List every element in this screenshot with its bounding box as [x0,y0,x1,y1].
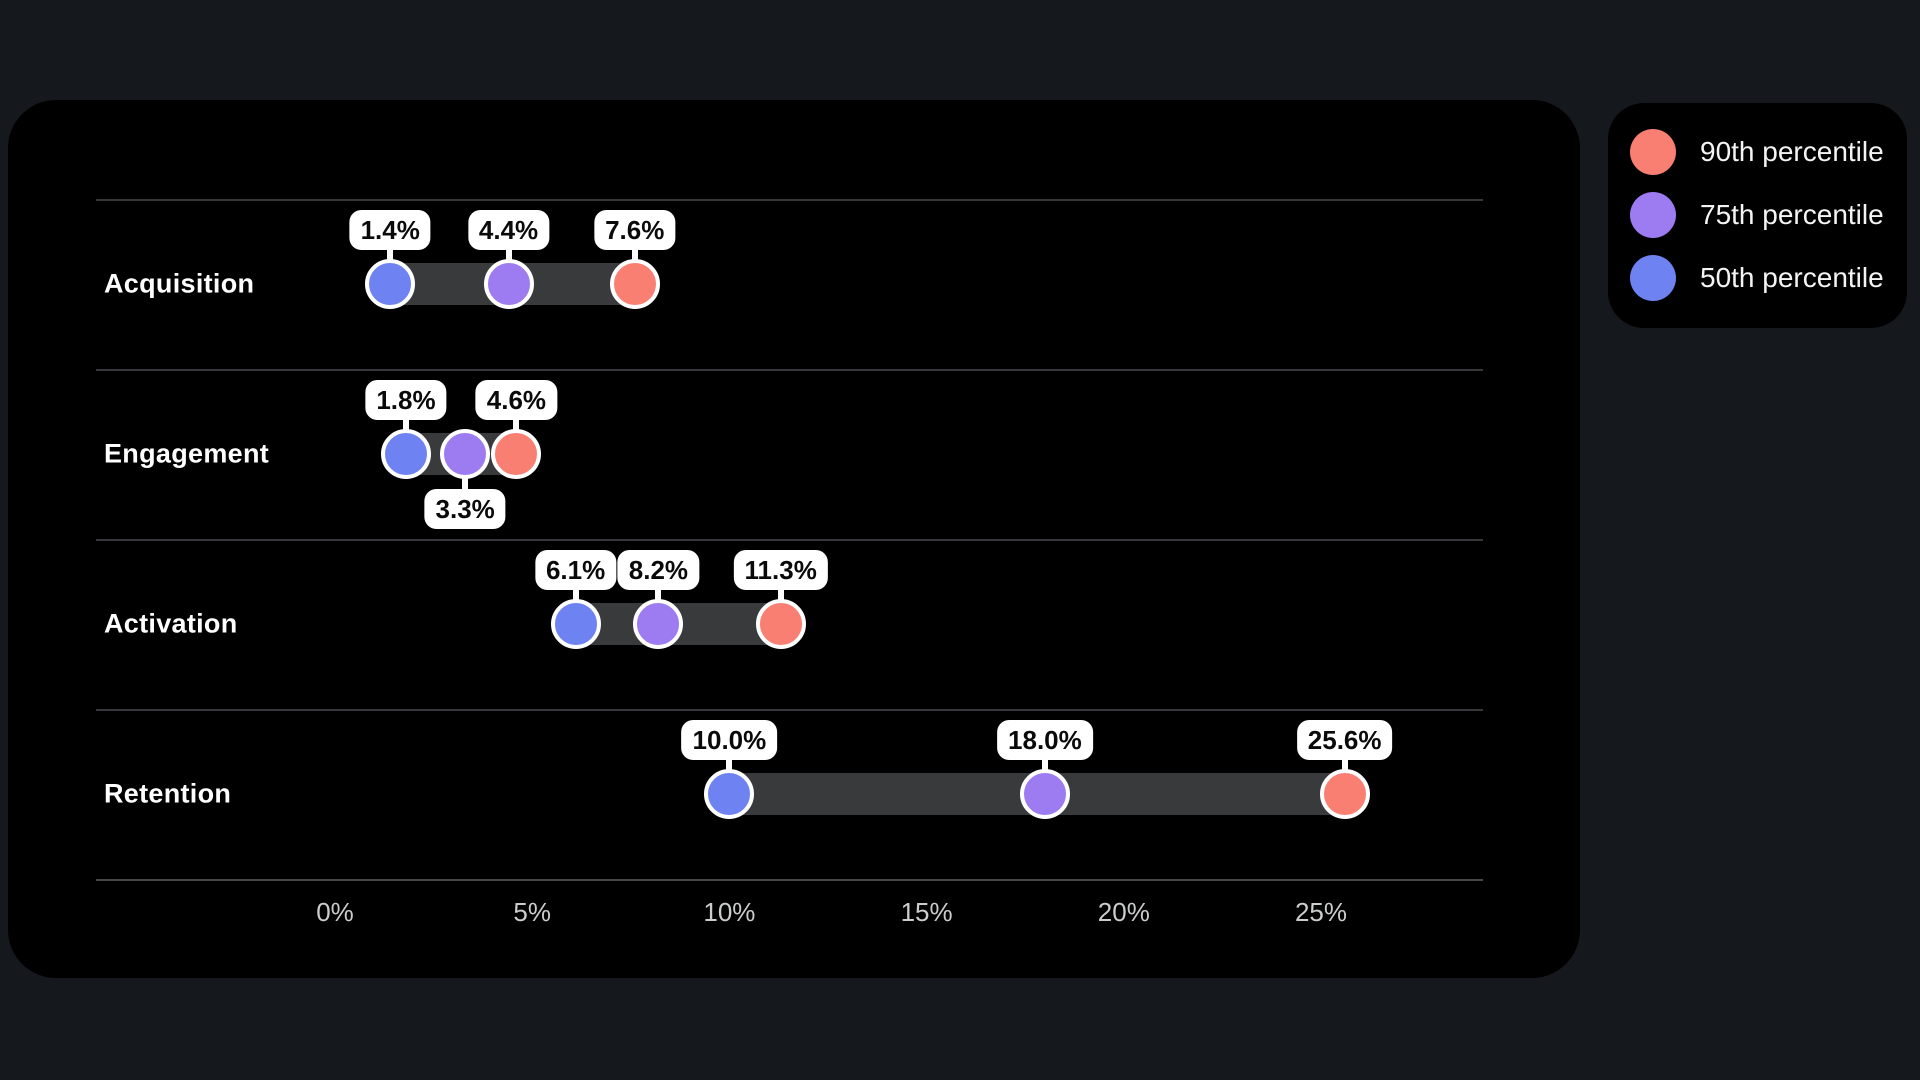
row-separator-line [96,709,1483,711]
dot-90th-percentile[interactable] [1319,769,1370,819]
x-axis: 0% 5% 10% 15% 20% 25% [8,895,1580,929]
x-tick: 5% [513,897,551,927]
value-label: 1.4% [349,210,431,250]
label-stem [655,588,662,604]
label-stem [387,248,394,264]
dot-90th-percentile[interactable] [491,429,542,479]
dot-75th-percentile[interactable] [440,429,491,479]
value-label: 1.8% [365,380,447,420]
label-stem [1041,758,1048,774]
label-stem [402,418,409,434]
dot-75th-percentile[interactable] [633,599,684,649]
label-stem [777,588,784,604]
label-stem [631,248,638,264]
value-label: 18.0% [997,720,1093,760]
row-separator-line [96,539,1483,541]
value-label: 3.3% [424,489,506,529]
legend-swatch-90th-icon [1630,129,1676,175]
row-label-engagement: Engagement [104,438,270,469]
plot-grid [96,199,1483,881]
dot-50th-percentile[interactable] [365,259,416,309]
chart-card: Acquisition Engagement Activation Retent… [8,100,1580,978]
legend-label: 90th percentile [1700,136,1884,167]
legend-label: 50th percentile [1700,262,1884,293]
value-label: 11.3% [733,550,828,590]
legend-item-90th-percentile[interactable]: 90th percentile [1630,129,1907,175]
legend-label: 75th percentile [1700,199,1884,230]
x-tick: 20% [1097,897,1150,927]
x-tick: 25% [1294,897,1348,927]
dot-50th-percentile[interactable] [550,599,601,649]
x-tick: 10% [703,897,756,927]
value-label: 7.6% [594,210,676,250]
x-axis-line [96,879,1483,881]
dot-50th-percentile[interactable] [380,429,431,479]
dot-90th-percentile[interactable] [755,599,806,649]
row-label-activation: Activation [104,608,238,639]
value-label: 4.4% [467,210,550,250]
value-label: 8.2% [617,550,700,590]
label-stem [726,758,733,774]
row-label-acquisition: Acquisition [104,268,255,299]
value-label: 6.1% [534,550,617,590]
value-label: 25.6% [1296,720,1393,760]
legend: 90th percentile 75th percentile 50th per… [1608,103,1907,328]
dot-50th-percentile[interactable] [704,769,755,819]
value-label: 4.6% [475,380,558,420]
label-stem [462,474,469,490]
x-tick: 0% [316,897,354,927]
x-tick: 15% [900,897,953,927]
legend-item-50th-percentile[interactable]: 50th percentile [1630,255,1907,301]
dot-75th-percentile[interactable] [1019,769,1070,819]
label-stem [572,588,579,604]
row-separator-line [96,369,1483,371]
row-label-retention: Retention [104,778,232,809]
legend-swatch-75th-icon [1630,192,1676,238]
label-stem [1341,758,1348,774]
row-separator-line [96,199,1483,201]
label-stem [513,418,520,434]
value-label: 10.0% [681,720,778,760]
legend-item-75th-percentile[interactable]: 75th percentile [1630,192,1907,238]
dot-90th-percentile[interactable] [609,259,660,309]
label-stem [505,248,512,264]
dot-75th-percentile[interactable] [483,259,534,309]
legend-swatch-50th-icon [1630,255,1676,301]
